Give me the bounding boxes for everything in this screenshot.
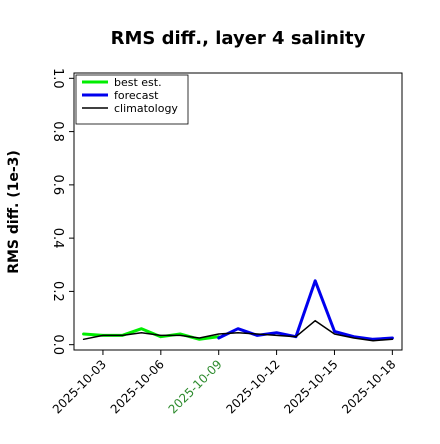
plot-frame (73, 72, 403, 351)
x-tick-label: 2025-10-15 (281, 357, 340, 416)
x-tick-label: 2025-10-03 (50, 357, 109, 416)
y-tick-label: 0.0 (50, 334, 65, 355)
legend-label: forecast (114, 89, 159, 102)
y-tick-label: 0.2 (50, 281, 65, 302)
y-tick-label: 0.6 (50, 175, 65, 196)
legend-label: best est. (114, 76, 162, 89)
y-axis-label: RMS diff. (1e-3) (6, 150, 22, 274)
y-tick-label: 0.8 (50, 121, 65, 142)
x-tick-label: 2025-10-18 (339, 357, 398, 416)
y-tick-label: 0.4 (50, 228, 65, 249)
x-tick-label: 2025-10-09 (166, 357, 225, 416)
series-line-climatology (82, 319, 394, 342)
x-tick-label: 2025-10-12 (223, 357, 282, 416)
plot-area: 0.00.20.40.60.81.02025-10-032025-10-0620… (50, 68, 403, 416)
chart-title: RMS diff., layer 4 salinity (111, 28, 366, 49)
y-tick-label: 1.0 (50, 68, 65, 89)
legend-label: climatology (114, 102, 178, 115)
series-line-forecast (217, 279, 394, 341)
x-tick-label: 2025-10-06 (108, 357, 167, 416)
